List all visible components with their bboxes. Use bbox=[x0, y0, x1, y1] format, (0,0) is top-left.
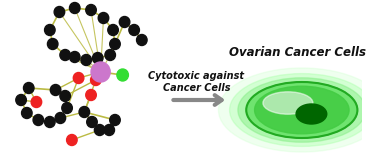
Circle shape bbox=[108, 24, 118, 35]
Circle shape bbox=[86, 90, 96, 101]
Circle shape bbox=[87, 116, 97, 127]
Circle shape bbox=[136, 34, 147, 45]
Circle shape bbox=[62, 102, 72, 113]
Ellipse shape bbox=[246, 82, 358, 138]
Text: Cancer Cells: Cancer Cells bbox=[163, 83, 230, 93]
Circle shape bbox=[70, 51, 80, 62]
Circle shape bbox=[45, 116, 55, 127]
Text: Cytotoxic against: Cytotoxic against bbox=[149, 71, 245, 81]
Circle shape bbox=[79, 106, 90, 117]
Circle shape bbox=[119, 17, 130, 28]
Circle shape bbox=[98, 12, 109, 23]
Circle shape bbox=[93, 52, 103, 63]
Ellipse shape bbox=[263, 92, 313, 114]
Circle shape bbox=[16, 94, 26, 105]
Circle shape bbox=[31, 96, 42, 107]
Circle shape bbox=[94, 124, 105, 135]
Circle shape bbox=[22, 107, 32, 119]
Circle shape bbox=[54, 7, 65, 18]
Circle shape bbox=[55, 113, 66, 123]
Circle shape bbox=[105, 50, 115, 61]
Circle shape bbox=[110, 114, 120, 125]
Circle shape bbox=[91, 62, 110, 82]
Ellipse shape bbox=[296, 104, 327, 124]
Circle shape bbox=[104, 124, 115, 135]
Ellipse shape bbox=[238, 78, 366, 142]
Circle shape bbox=[86, 4, 96, 16]
Circle shape bbox=[33, 114, 43, 125]
Circle shape bbox=[70, 2, 80, 13]
Circle shape bbox=[110, 39, 120, 50]
Circle shape bbox=[91, 74, 101, 85]
Circle shape bbox=[117, 69, 129, 81]
Circle shape bbox=[60, 50, 70, 61]
Text: Ovarian Cancer Cells: Ovarian Cancer Cells bbox=[229, 45, 366, 59]
Circle shape bbox=[45, 24, 55, 35]
Circle shape bbox=[47, 39, 58, 50]
Circle shape bbox=[67, 134, 77, 145]
Ellipse shape bbox=[229, 74, 374, 146]
Ellipse shape bbox=[218, 68, 378, 152]
Circle shape bbox=[129, 24, 139, 35]
Circle shape bbox=[60, 91, 70, 102]
Circle shape bbox=[73, 72, 84, 83]
Circle shape bbox=[81, 54, 91, 65]
Circle shape bbox=[50, 84, 61, 95]
Ellipse shape bbox=[255, 86, 349, 134]
Circle shape bbox=[23, 82, 34, 93]
